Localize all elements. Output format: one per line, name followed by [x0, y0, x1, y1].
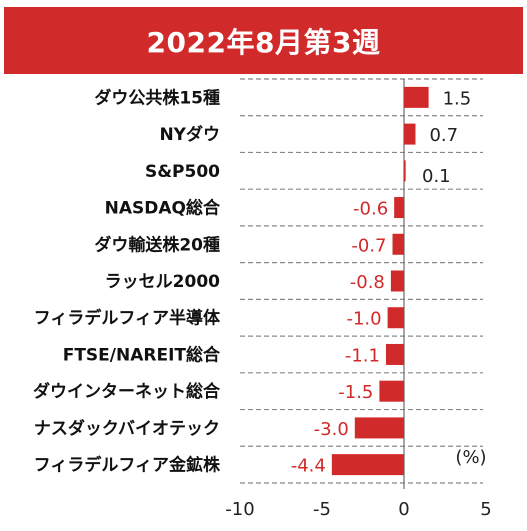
- title-banner: 2022年8月第3週: [4, 7, 523, 74]
- bar: [404, 123, 416, 145]
- x-tick-label: 5: [480, 499, 491, 520]
- bar: [392, 233, 404, 255]
- category-label: ラッセル2000: [105, 272, 220, 292]
- bar: [390, 270, 404, 292]
- chart-title: 2022年8月第3週: [146, 25, 381, 59]
- category-label: ダウ輸送株20種: [94, 234, 220, 255]
- bar: [354, 417, 404, 439]
- value-label: -0.6: [353, 199, 388, 220]
- x-tick-label: -10: [225, 499, 254, 520]
- bar: [387, 307, 404, 329]
- value-label: -1.0: [346, 309, 381, 330]
- value-label: -1.5: [338, 382, 373, 403]
- category-label: フィラデルフィア金鉱株: [34, 455, 221, 476]
- category-label: NYダウ: [159, 124, 220, 145]
- bar: [385, 343, 404, 365]
- category-label: NASDAQ総合: [105, 198, 221, 219]
- category-label: FTSE/NAREIT総合: [63, 344, 221, 365]
- value-label: -4.4: [291, 456, 326, 477]
- value-label: 0.1: [422, 166, 451, 187]
- value-label: -0.8: [350, 272, 385, 293]
- category-label: フィラデルフィア半導体: [34, 308, 221, 329]
- value-label: 1.5: [443, 88, 472, 109]
- bar: [404, 86, 429, 108]
- value-label: -1.1: [345, 345, 380, 366]
- bar: [379, 380, 404, 402]
- value-label: 0.7: [429, 125, 458, 146]
- unit-label: (%): [455, 447, 486, 468]
- value-label: -0.7: [351, 235, 386, 256]
- category-label: S&P500: [145, 162, 220, 182]
- category-label: ナスダックバイオテック: [34, 418, 220, 439]
- category-label: ダウインターネット総合: [33, 381, 221, 402]
- category-label: ダウ公共株15種: [94, 87, 220, 108]
- bar: [394, 197, 404, 219]
- value-label: -3.0: [314, 419, 349, 440]
- x-tick-label: 0: [398, 499, 409, 520]
- bar: [331, 454, 404, 476]
- x-tick-label: -5: [313, 499, 331, 520]
- bar: [404, 160, 406, 182]
